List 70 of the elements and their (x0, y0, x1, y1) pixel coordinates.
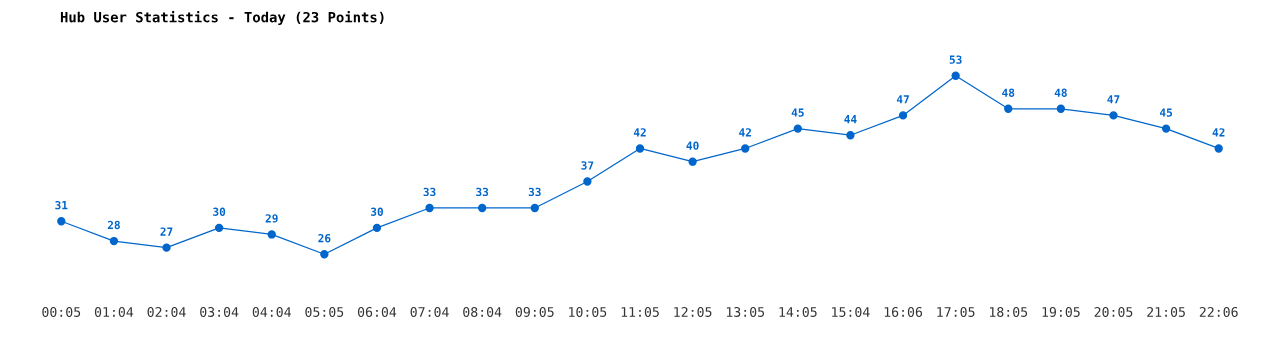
point (267, 230, 276, 239)
x-tick-label: 15:04 (832, 306, 870, 317)
point (583, 177, 592, 186)
data-label: 42 (633, 128, 646, 137)
data-label: 33 (528, 187, 541, 197)
x-tick-label: 11:05 (621, 306, 659, 317)
point (478, 203, 487, 213)
point (57, 217, 66, 226)
data-label: 31 (55, 200, 68, 210)
x-tick-label: 22:06 (1199, 306, 1238, 317)
data-label: 48 (1002, 88, 1015, 97)
point (846, 131, 855, 140)
point (109, 236, 119, 246)
x-tick-label: 05:05 (305, 306, 344, 317)
point (530, 203, 539, 213)
x-tick-label: 13:05 (726, 306, 765, 317)
data-label: 26 (318, 234, 331, 243)
data-label: 47 (896, 95, 909, 104)
x-tick-label: 00:05 (42, 306, 81, 317)
data-label: 27 (160, 227, 173, 236)
x-tick-label: 06:04 (357, 306, 397, 317)
point (951, 71, 960, 80)
point (688, 157, 697, 166)
data-label: 42 (1212, 128, 1225, 137)
data-label: 40 (686, 141, 699, 150)
point (214, 223, 224, 232)
x-tick-label: 02:04 (147, 306, 186, 317)
x-tick-label: 03:04 (200, 306, 239, 317)
x-tick-label: 18:05 (989, 306, 1028, 317)
point (1214, 144, 1223, 153)
point (1161, 124, 1171, 133)
point (635, 144, 645, 153)
data-label: 45 (791, 108, 804, 117)
data-label: 33 (423, 187, 436, 197)
point (1004, 104, 1013, 113)
data-label: 33 (476, 187, 489, 197)
point (898, 111, 908, 120)
x-tick-label: 17:05 (937, 306, 975, 317)
x-tick-label: 08:04 (463, 306, 502, 317)
data-label: 30 (213, 207, 226, 216)
data-label: 37 (581, 161, 594, 170)
x-tick-label: 14:05 (779, 306, 817, 317)
x-tick-label: 19:05 (1042, 306, 1080, 317)
x-tick-label: 01:04 (94, 306, 134, 317)
x-tick-label: 04:04 (252, 306, 291, 317)
x-tick-label: 07:04 (410, 306, 449, 317)
x-tick-label: 10:05 (569, 306, 607, 317)
x-tick-label: 21:05 (1147, 306, 1185, 317)
x-tick-label: 20:05 (1094, 306, 1133, 317)
data-label: 53 (949, 55, 962, 64)
data-label: 47 (1107, 95, 1120, 104)
point (741, 144, 750, 153)
x-tick-label: 12:05 (674, 306, 712, 317)
data-label: 45 (1159, 108, 1173, 117)
data-label: 29 (265, 214, 278, 223)
point (425, 203, 434, 213)
x-tick-label: 09:05 (515, 306, 554, 317)
point (1109, 111, 1118, 120)
point (793, 124, 802, 133)
data-label: 42 (739, 128, 751, 137)
data-label: 44 (844, 115, 857, 124)
point (1056, 104, 1066, 113)
data-label: 28 (107, 220, 120, 230)
data-label: 30 (370, 207, 383, 216)
x-tick-label: 16:06 (884, 306, 923, 317)
chart-title: Hub User Statistics - Today (23 Points) (60, 10, 384, 26)
point (320, 250, 329, 259)
point (372, 223, 382, 232)
data-label: 48 (1054, 88, 1067, 97)
point (162, 243, 171, 252)
